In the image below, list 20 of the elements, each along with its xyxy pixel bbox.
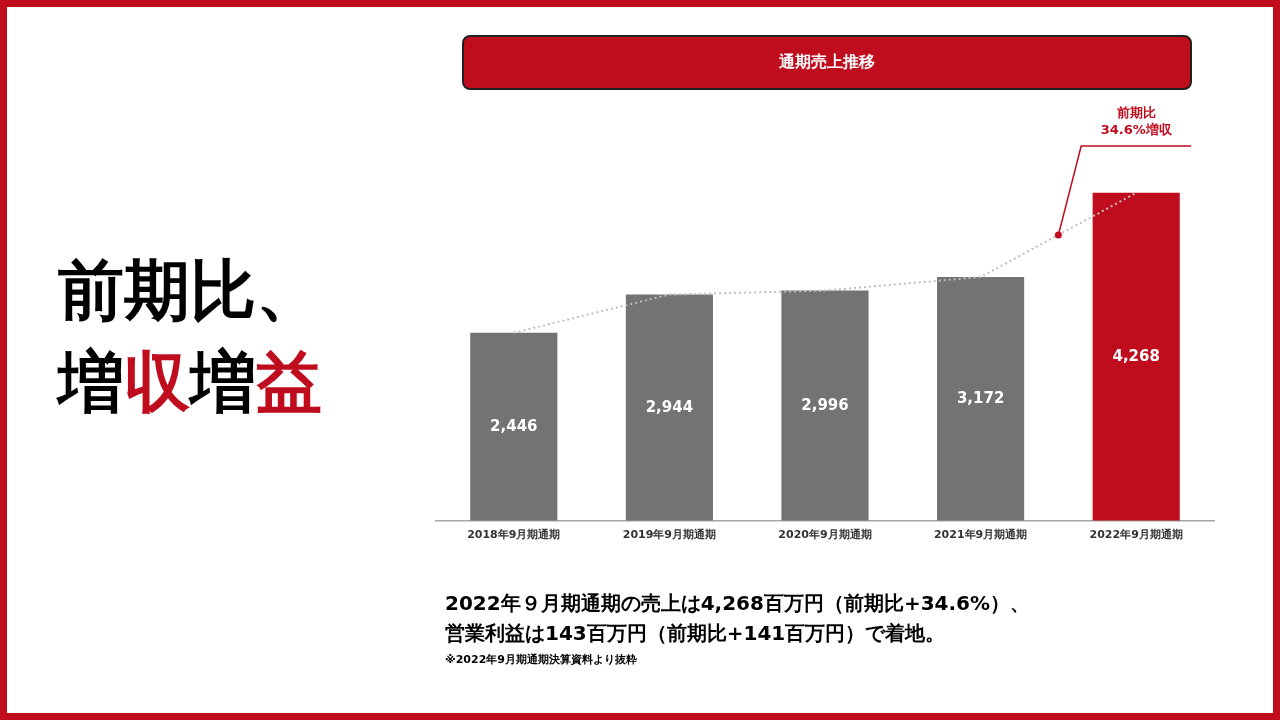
x-tick-label: 2019年9月期通期 bbox=[622, 528, 717, 542]
x-tick-label: 2021年9月期通期 bbox=[933, 528, 1028, 542]
data-label: 3,172 bbox=[956, 388, 1005, 407]
x-tick-label: 2018年9月期通期 bbox=[467, 528, 561, 542]
data-label: 2,944 bbox=[645, 397, 694, 416]
text: ※2022年9月期通期決算資料より抜粋 bbox=[445, 652, 637, 667]
chart-title: 通期売上推移 bbox=[462, 35, 1192, 90]
x-tick-label: 2020年9月期通期 bbox=[778, 528, 872, 542]
data-label: 2,996 bbox=[801, 395, 849, 414]
data-label: 4,268 bbox=[1112, 346, 1160, 365]
data-label: 2,446 bbox=[490, 416, 538, 435]
bar bbox=[781, 290, 869, 521]
bar bbox=[470, 332, 558, 521]
text: 2022年９月期通期の売上は4,268百万円（前期比+34.6%）、営業利益は143百万円（前期比+141百万円）で着地。 bbox=[445, 590, 1032, 647]
bar bbox=[1092, 192, 1180, 521]
bar bbox=[625, 294, 713, 521]
text: 前期比 34.6%増収 bbox=[1100, 105, 1173, 137]
x-tick-label: 2022年9月期通期 bbox=[1089, 528, 1183, 542]
text: 前期比、増収増益 bbox=[58, 252, 322, 421]
bar bbox=[937, 277, 1025, 521]
